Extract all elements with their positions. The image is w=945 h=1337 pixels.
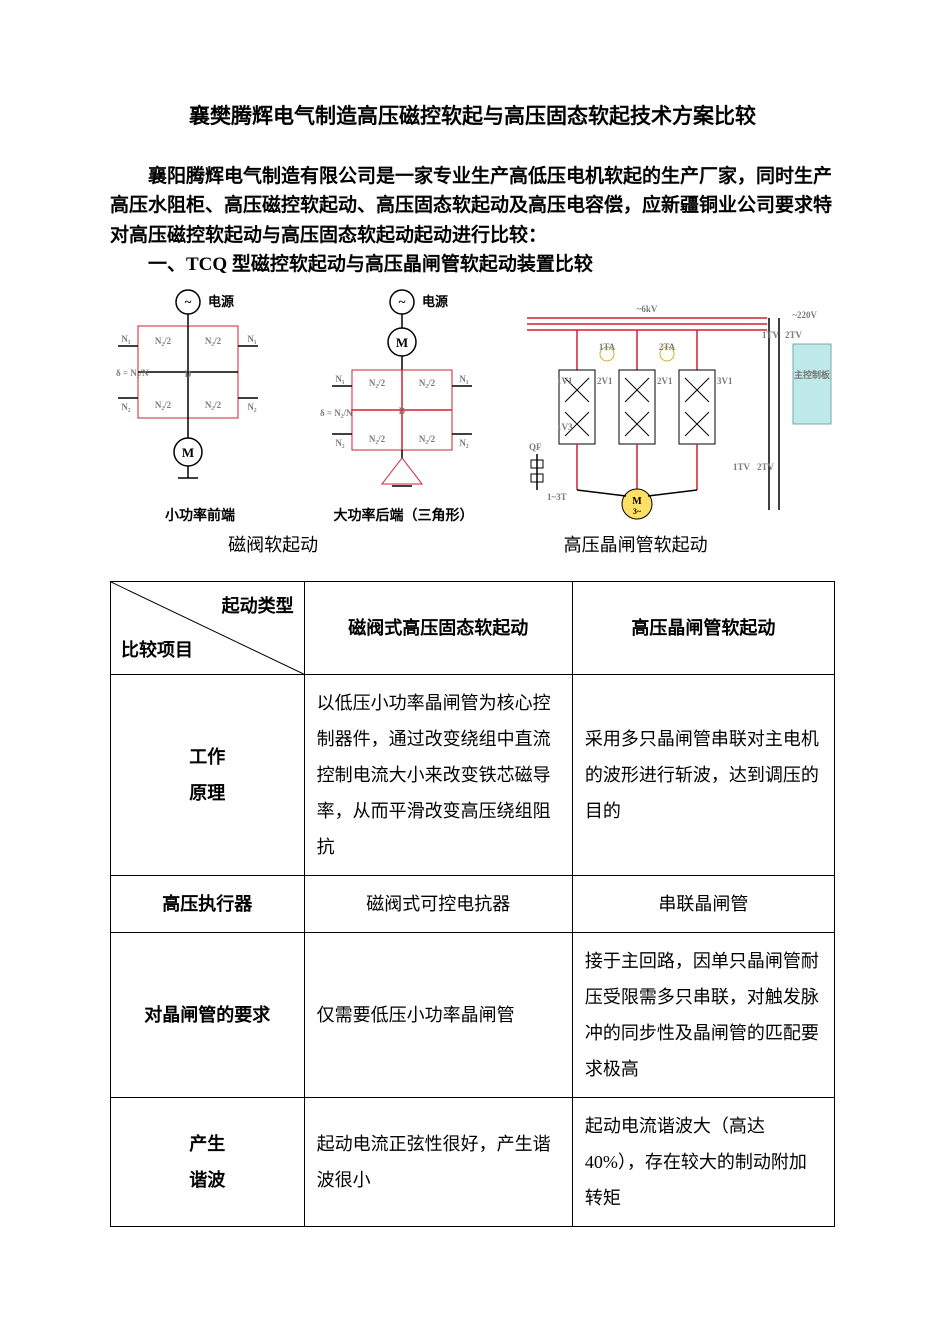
fig2-src-label: 电源 bbox=[422, 294, 448, 309]
intro-paragraph: 襄阳腾辉电气制造有限公司是一家专业生产高低压电机软起的生产厂家，同时生产高压水阻… bbox=[110, 162, 835, 250]
svg-text:1TA: 1TA bbox=[599, 342, 616, 352]
comparison-table: 起动类型 比较项目 磁阀式高压固态软起动 高压晶闸管软起动 工作 原理 以低压小… bbox=[110, 581, 835, 1227]
svg-text:2TA: 2TA bbox=[659, 342, 676, 352]
svg-text:M: M bbox=[182, 445, 194, 460]
svg-text:M: M bbox=[632, 496, 642, 507]
fig1-src-label: 电源 bbox=[208, 294, 234, 309]
svg-text:~: ~ bbox=[398, 294, 405, 309]
row-label: 对晶闸管的要求 bbox=[111, 932, 305, 1097]
svg-text:N₂: N₂ bbox=[335, 438, 344, 448]
figures-label-right: 高压晶闸管软起动 bbox=[436, 531, 835, 557]
svg-text:N₂/2: N₂/2 bbox=[205, 336, 222, 346]
svg-text:N₁: N₁ bbox=[247, 334, 256, 344]
svg-text:1TV: 1TV bbox=[762, 330, 780, 340]
table-header-row: 起动类型 比较项目 磁阀式高压固态软起动 高压晶闸管软起动 bbox=[111, 581, 835, 674]
figure-2: ~ 电源 M N₂/2 N₂/2 N₂/2 N₂/2 D bbox=[304, 286, 504, 525]
table-row: 工作 原理 以低压小功率晶闸管为核心控制器件，通过改变绕组中直流控制电流大小来改… bbox=[111, 674, 835, 875]
figure-1-caption: 小功率前端 bbox=[165, 505, 235, 525]
svg-text:N₂: N₂ bbox=[121, 402, 130, 412]
svg-text:δ = N₂/N: δ = N₂/N bbox=[320, 408, 353, 418]
svg-text:N₂: N₂ bbox=[247, 402, 256, 412]
svg-text:QF: QF bbox=[529, 442, 542, 452]
svg-text:N₂/2: N₂/2 bbox=[205, 400, 222, 410]
svg-text:主控制板: 主控制板 bbox=[794, 369, 831, 380]
figures-label-left: 磁阀软起动 bbox=[110, 531, 436, 557]
svg-text:~220V: ~220V bbox=[792, 310, 817, 320]
table-header-col-a: 磁阀式高压固态软起动 bbox=[304, 581, 572, 674]
figure-2-caption: 大功率后端（三角形） bbox=[334, 505, 474, 525]
svg-text:N₁: N₁ bbox=[459, 374, 468, 384]
svg-text:1~3T: 1~3T bbox=[547, 492, 567, 502]
page-title: 襄樊腾辉电气制造高压磁控软起与高压固态软起技术方案比较 bbox=[110, 100, 835, 130]
cell-a: 以低压小功率晶闸管为核心控制器件，通过改变绕组中直流控制电流大小来改变铁芯磁导率… bbox=[304, 674, 572, 875]
svg-text:D: D bbox=[185, 369, 192, 379]
cell-b: 起动电流谐波大（高达40%），存在较大的制动附加转矩 bbox=[572, 1097, 834, 1226]
svg-text:2TV: 2TV bbox=[757, 462, 775, 472]
diag-label-bottom: 比较项目 bbox=[121, 632, 193, 668]
table-row: 对晶闸管的要求 仅需要低压小功率晶闸管 接于主回路，因单只晶闸管耐压受限需多只串… bbox=[111, 932, 835, 1097]
schematic-2-svg: ~ 电源 M N₂/2 N₂/2 N₂/2 N₂/2 D bbox=[304, 286, 504, 501]
svg-text:1TV: 1TV bbox=[733, 462, 751, 472]
diag-label-top: 起动类型 bbox=[222, 588, 294, 624]
cell-a: 起动电流正弦性很好，产生谐波很小 bbox=[304, 1097, 572, 1226]
schematic-3-svg: ~6kV ~220V 1TV 2TV 主控制板 bbox=[517, 300, 835, 525]
svg-text:δ = N₂/N: δ = N₂/N bbox=[116, 368, 149, 378]
figure-1: ~ 电源 N₂/2 N₂/2 N₂/2 N₂/2 D N₁ N₂ bbox=[110, 286, 290, 525]
svg-text:3~: 3~ bbox=[633, 507, 642, 516]
svg-text:N₂/2: N₂/2 bbox=[368, 378, 385, 388]
table-row: 产生 谐波 起动电流正弦性很好，产生谐波很小 起动电流谐波大（高达40%），存在… bbox=[111, 1097, 835, 1226]
svg-text:~: ~ bbox=[185, 294, 192, 309]
document-page: 襄樊腾辉电气制造高压磁控软起与高压固态软起技术方案比较 襄阳腾辉电气制造有限公司… bbox=[0, 0, 945, 1337]
table-header-diagonal: 起动类型 比较项目 bbox=[111, 581, 305, 674]
svg-text:N₂/2: N₂/2 bbox=[368, 434, 385, 444]
cell-a: 仅需要低压小功率晶闸管 bbox=[304, 932, 572, 1097]
svg-text:M: M bbox=[395, 335, 407, 350]
table-row: 高压执行器 磁阀式可控电抗器 串联晶闸管 bbox=[111, 875, 835, 932]
svg-text:~6kV: ~6kV bbox=[637, 304, 658, 314]
svg-text:N₁: N₁ bbox=[335, 374, 344, 384]
figures-labels-row: 磁阀软起动 高压晶闸管软起动 bbox=[110, 531, 835, 557]
svg-text:N₂/2: N₂/2 bbox=[155, 400, 172, 410]
svg-text:N₁: N₁ bbox=[121, 334, 130, 344]
cell-b: 采用多只晶闸管串联对主电机的波形进行斩波，达到调压的目的 bbox=[572, 674, 834, 875]
svg-text:D: D bbox=[398, 406, 405, 416]
figures-row: ~ 电源 N₂/2 N₂/2 N₂/2 N₂/2 D N₁ N₂ bbox=[110, 286, 835, 525]
cell-b: 串联晶闸管 bbox=[572, 875, 834, 932]
svg-text:2TV: 2TV bbox=[785, 330, 803, 340]
svg-text:3V1: 3V1 bbox=[717, 376, 733, 386]
figure-3: ~6kV ~220V 1TV 2TV 主控制板 bbox=[517, 300, 835, 525]
row-label: 工作 原理 bbox=[111, 674, 305, 875]
row-label: 产生 谐波 bbox=[111, 1097, 305, 1226]
section-heading-1: 一、TCQ 型磁控软起动与高压晶闸管软起动装置比较 bbox=[110, 250, 835, 279]
svg-text:1V1: 1V1 bbox=[557, 376, 573, 386]
svg-text:2V1: 2V1 bbox=[597, 376, 613, 386]
svg-text:1V3: 1V3 bbox=[557, 422, 573, 432]
table-header-col-b: 高压晶闸管软起动 bbox=[572, 581, 834, 674]
svg-text:N₂/2: N₂/2 bbox=[418, 378, 435, 388]
cell-b: 接于主回路，因单只晶闸管耐压受限需多只串联，对触发脉冲的同步性及晶闸管的匹配要求… bbox=[572, 932, 834, 1097]
svg-text:N₂/2: N₂/2 bbox=[418, 434, 435, 444]
cell-a: 磁阀式可控电抗器 bbox=[304, 875, 572, 932]
svg-text:2V1: 2V1 bbox=[657, 376, 673, 386]
row-label: 高压执行器 bbox=[111, 875, 305, 932]
thyristor-stacks-icon: 1V1 2V1 1V3 2V1 3V1 bbox=[557, 370, 733, 444]
schematic-1-svg: ~ 电源 N₂/2 N₂/2 N₂/2 N₂/2 D N₁ N₂ bbox=[110, 286, 290, 501]
svg-text:N₂/2: N₂/2 bbox=[155, 336, 172, 346]
svg-text:N₂: N₂ bbox=[459, 438, 468, 448]
